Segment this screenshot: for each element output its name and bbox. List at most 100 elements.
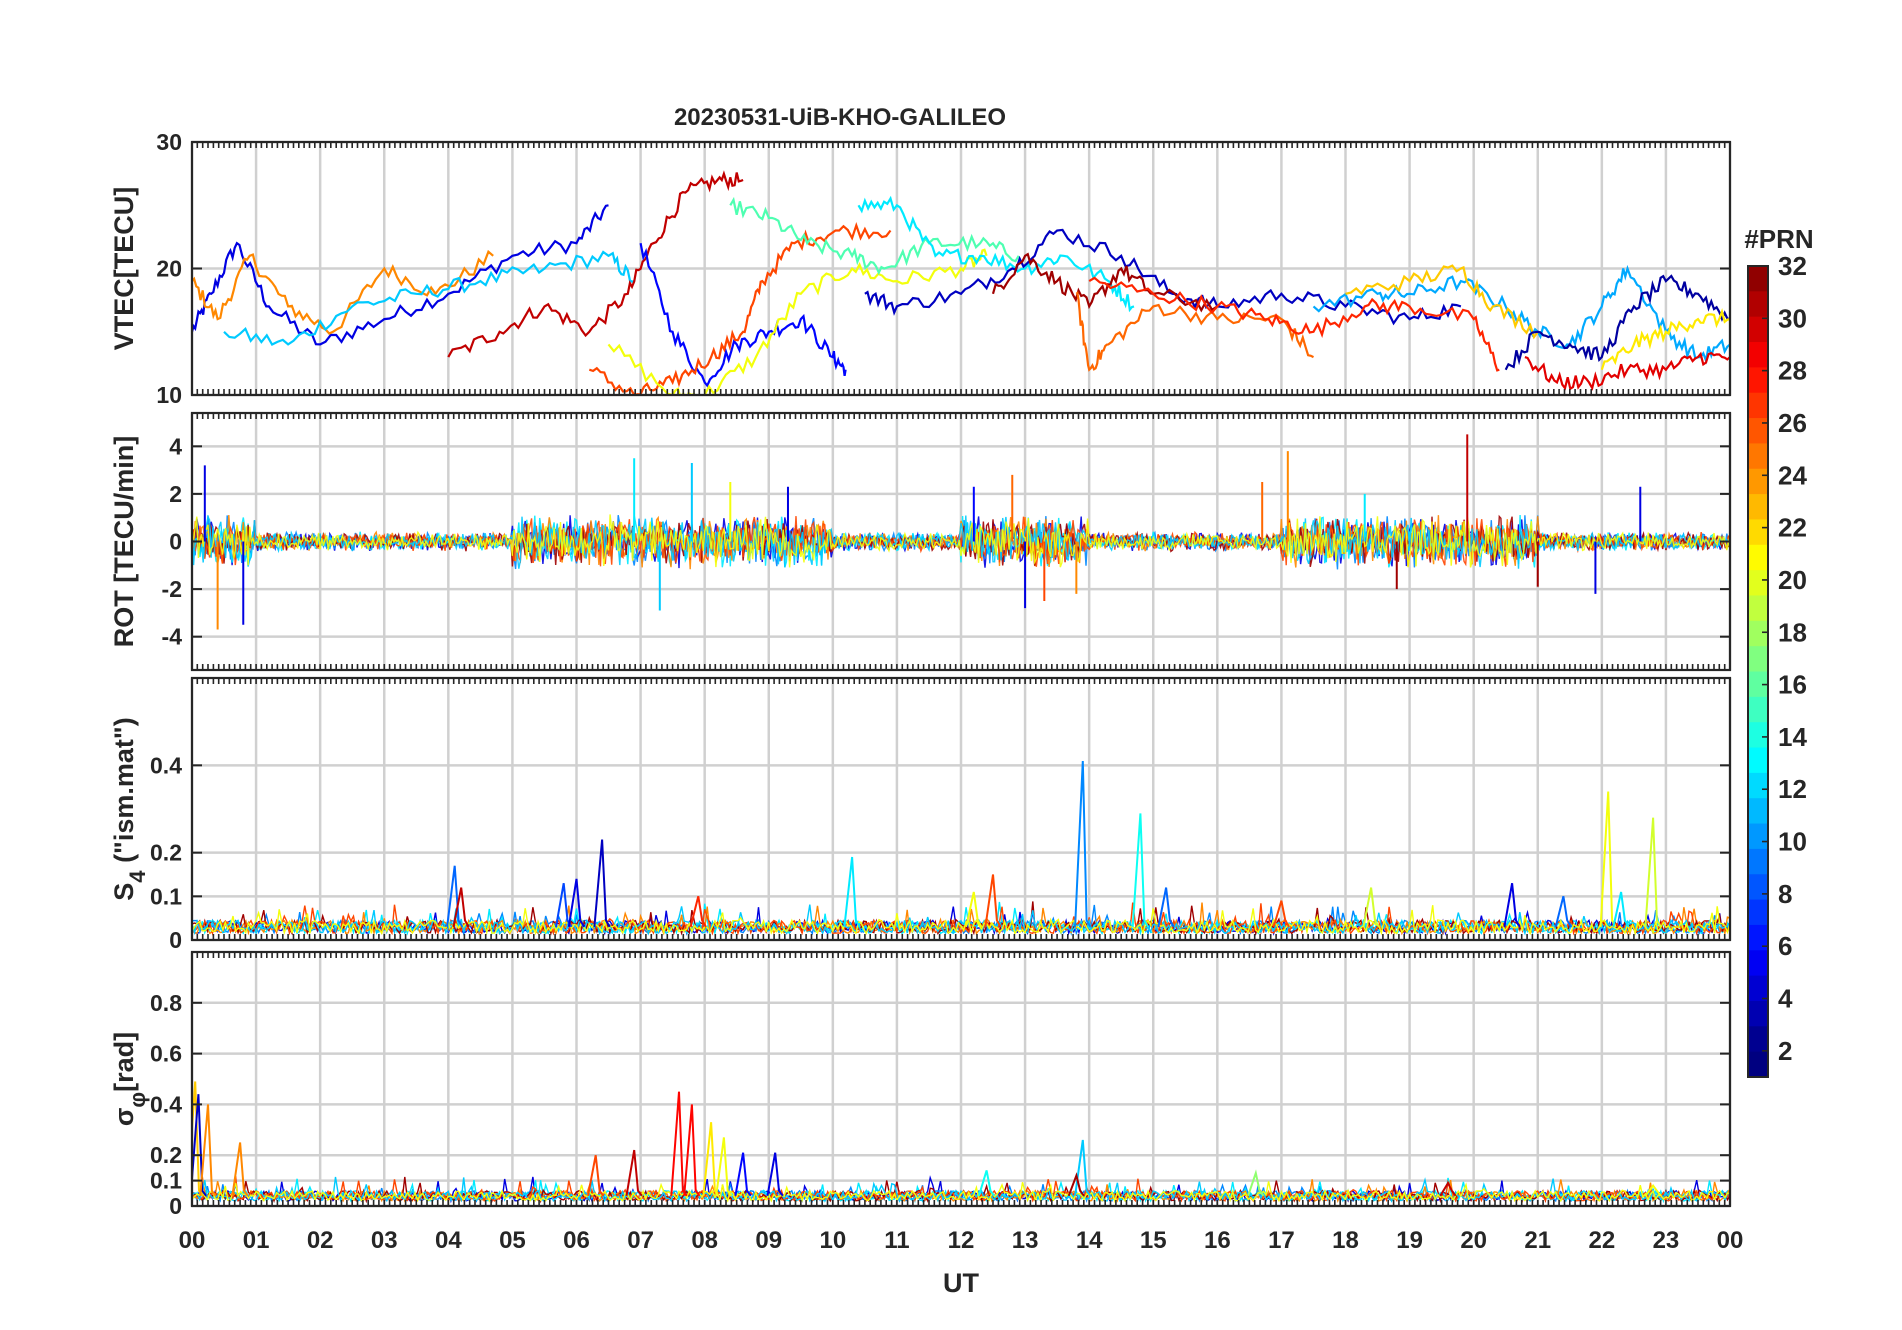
s4-spike-prn-12	[843, 856, 861, 928]
x-tick-label: 03	[371, 1227, 398, 1254]
x-tick-label: 09	[755, 1227, 782, 1254]
sigma-spike-prn-30	[1439, 1181, 1457, 1197]
x-tick-label: 04	[435, 1227, 462, 1254]
x-axis: 00 01 02 03 04 05 06 07 08 09 10 11 12 13 14 15 16 17 18 19…	[179, 1227, 1744, 1254]
colorbar-segment	[1748, 950, 1768, 977]
colorbar-segment	[1748, 747, 1768, 774]
vtec-line-prn-15	[729, 196, 1020, 276]
x-tick-label: 06	[563, 1227, 590, 1254]
vtec-line-prn-21	[1600, 308, 1730, 371]
x-tick-label: 08	[691, 1227, 718, 1254]
axes-box-sigma	[190, 950, 1732, 1208]
data-rot	[192, 434, 1730, 630]
colorbar-tick-label: 6	[1778, 931, 1792, 961]
y-tick-label: 0.4	[150, 1091, 182, 1117]
y-tick-label: -2	[162, 576, 182, 602]
vtec-line-prn-29	[1524, 351, 1730, 391]
sigma-trace-prn-11	[192, 1176, 1730, 1203]
colorbar-tick-label: 32	[1778, 251, 1807, 281]
colorbar-segment	[1748, 848, 1768, 875]
x-tick-label: 13	[1012, 1227, 1039, 1254]
s4-trace-prn-26	[192, 902, 1730, 937]
x-tick-label: 15	[1140, 1227, 1167, 1254]
s4-spike-prn-4	[1503, 883, 1521, 928]
x-tick-label: 18	[1332, 1227, 1359, 1254]
sigma-spike-prn-31	[1067, 1172, 1085, 1197]
y-tick-label: 0.2	[150, 840, 182, 866]
data-sigma	[192, 1081, 1730, 1204]
colorbar-segment	[1748, 468, 1768, 495]
panel-sigma: 00.10.20.40.60.8σφ[rad]	[109, 950, 1732, 1219]
x-tick-label: 20	[1460, 1227, 1487, 1254]
vtec-line-prn-2	[1504, 274, 1730, 371]
s4-spike-prn-20	[965, 891, 983, 928]
sigma-spike-prn-30	[625, 1149, 643, 1197]
axes-box-s4	[190, 676, 1732, 942]
colorbar-segment	[1748, 1026, 1768, 1053]
colorbar-box	[1747, 265, 1769, 1078]
colorbar-tick-label: 28	[1778, 356, 1807, 386]
vtec-line-prn-5	[639, 242, 847, 388]
x-tick-label: 00	[179, 1227, 206, 1254]
colorbar-segment	[1748, 696, 1768, 723]
sigma-spike-prn-20	[715, 1137, 733, 1197]
s4-spike-prn-4	[567, 878, 586, 928]
colorbar-tick-label: 26	[1778, 408, 1807, 438]
sigma-spike-prn-20	[1644, 1184, 1662, 1197]
s4-spike-prn-19	[1362, 887, 1380, 928]
colorbar-segment	[1748, 798, 1768, 825]
colorbar-segment	[1748, 266, 1768, 292]
x-tick-label: 23	[1653, 1227, 1680, 1254]
vtec-line-prn-12	[857, 195, 1135, 313]
y-label-main: S	[109, 883, 139, 901]
y-tick-label: 0.4	[150, 752, 182, 778]
colorbar-segment	[1748, 722, 1768, 749]
s4-spike-prn-8	[1554, 896, 1572, 928]
y-tick-label: 0.2	[150, 1142, 182, 1168]
sigma-spike-prn-11	[1074, 1139, 1092, 1197]
y-tick-label: 0	[169, 529, 182, 555]
y-tick-label: 0.1	[150, 883, 182, 909]
colorbar-segment	[1748, 418, 1768, 444]
sigma-spike-prn-24	[231, 1142, 249, 1197]
panel-s4: 0 0.1 0.2 0.4 S4 ("ism.mat")	[109, 676, 1732, 953]
s4-spike-prn-27	[689, 896, 707, 928]
y-tick-label: 0	[169, 927, 182, 953]
y-tick-label: 4	[169, 433, 182, 459]
y-label-rest: ("ism.mat")	[109, 717, 139, 870]
s4-spike-prn-8	[1157, 887, 1175, 928]
y-label-sub: 4	[125, 870, 150, 883]
colorbar-segment	[1748, 620, 1768, 647]
data-vtec	[192, 170, 1730, 395]
x-tick-label: 17	[1268, 1227, 1295, 1254]
y-tick-label: 10	[156, 382, 182, 408]
sigma-spike-prn-28	[683, 1104, 701, 1197]
colorbar-tick-label: 18	[1778, 617, 1807, 647]
panel-vtec: 10 20 30 VTEC[TECU]	[109, 129, 1732, 408]
colorbar-tick-label: 22	[1778, 513, 1807, 543]
vtec-line-prn-3	[864, 228, 1462, 326]
vtec-line-prn-30	[447, 170, 744, 358]
colorbar-tick-label: 4	[1778, 984, 1793, 1014]
colorbar-segment	[1748, 544, 1768, 571]
s4-spike-prn-3	[593, 839, 611, 928]
sigma-trace-prn-20	[192, 1181, 1730, 1204]
colorbar-segment	[1748, 316, 1768, 343]
x-tick-label: 19	[1396, 1227, 1423, 1254]
colorbar-tick-label: 14	[1778, 722, 1807, 752]
y-axis-label-sigma: σφ[rad]	[109, 1032, 150, 1126]
x-tick-label: 07	[627, 1227, 654, 1254]
y-tick-label: 0.8	[150, 990, 182, 1016]
vtec-line-prn-11	[223, 250, 635, 346]
s4-spike-prn-12	[1612, 891, 1630, 928]
colorbar-segment	[1748, 1051, 1768, 1078]
colorbar-label: #PRN	[1744, 224, 1813, 254]
x-tick-label: 10	[819, 1227, 846, 1254]
vtec-line-prn-26	[588, 221, 892, 395]
x-tick-label: 16	[1204, 1227, 1231, 1254]
s4-spike-prn-26	[984, 874, 1002, 928]
colorbar-tick-label: 10	[1778, 827, 1807, 857]
vtec-line-prn-22	[1345, 264, 1539, 340]
y-tick-label: 30	[156, 129, 182, 155]
